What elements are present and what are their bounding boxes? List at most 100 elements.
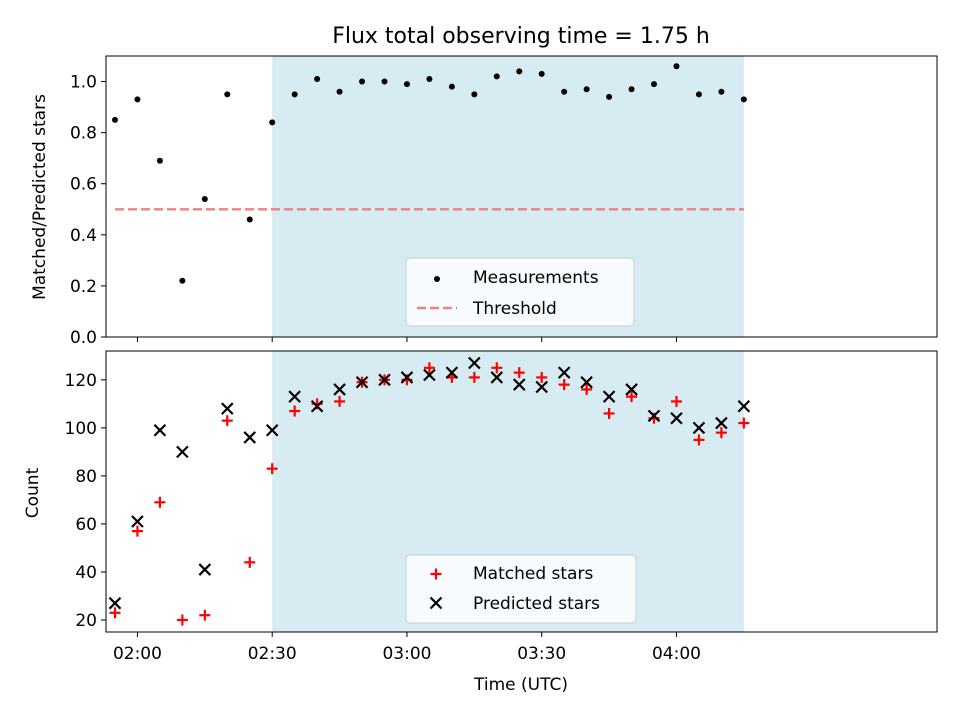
predicted-stars-point-14 (423, 368, 436, 382)
matched-stars-point-14 (423, 362, 435, 374)
measurements-point-11 (359, 78, 366, 85)
predicted-stars-point-11 (355, 375, 369, 389)
matched-stars-point-18 (513, 367, 525, 379)
measurements-point-17 (493, 73, 500, 80)
measurements-point-23 (628, 86, 635, 93)
matched-stars-point-17 (491, 362, 503, 374)
matched-stars-point-1 (131, 525, 143, 537)
matched-stars-point-6 (244, 556, 256, 568)
matched-stars-point-0 (109, 607, 121, 619)
bot-x-tick-label-3: 03:30 (517, 644, 566, 664)
top-x-axis-ticks (136, 337, 677, 342)
bot-y-tick-label-0: 20 (75, 611, 97, 631)
bottom-y-axis-label: Count (23, 467, 43, 518)
bot-y-tick-label-5: 120 (65, 371, 97, 391)
legend-label-measurements: Measurements (473, 268, 599, 288)
measurements-point-5 (224, 91, 231, 98)
predicted-stars-point-18 (512, 378, 526, 391)
measurements-point-24 (651, 81, 658, 88)
measurements-point-10 (336, 88, 343, 95)
measurements-point-14 (426, 75, 433, 82)
predicted-stars-point-4 (198, 563, 212, 576)
predicted-stars-point-17 (490, 371, 504, 384)
top-y-tick-label-5: 1.0 (70, 73, 97, 93)
legend-label-threshold: Threshold (472, 299, 557, 319)
bottom-legend: Matched stars Predicted stars (405, 554, 637, 624)
bot-x-tick-label-2: 03:00 (382, 644, 431, 664)
predicted-stars-point-10 (333, 383, 346, 396)
bot-y-tick-label-2: 60 (75, 515, 97, 535)
measurements-point-6 (246, 216, 253, 223)
predicted-stars-point-2 (153, 423, 167, 437)
matched-stars-point-22 (603, 407, 615, 419)
matched-stars-point-27 (715, 427, 727, 439)
measurements-point-8 (291, 91, 298, 98)
measurements-point-20 (561, 88, 568, 95)
predicted-stars-point-15 (445, 366, 459, 379)
measurements-point-2 (156, 157, 163, 164)
bottom-y-axis-ticks: 20 40 60 80 100 120 (65, 371, 106, 631)
measurements-point-1 (134, 96, 141, 103)
matched-stars-point-2 (154, 496, 166, 508)
predicted-stars-point-7 (265, 423, 279, 437)
figure-title: Flux total observing time = 1.75 h (332, 24, 710, 49)
predicted-stars-point-5 (221, 402, 234, 415)
predicted-stars-point-8 (288, 390, 301, 403)
top-legend: Measurements Threshold (405, 257, 635, 327)
predicted-stars-point-21 (580, 375, 593, 389)
predicted-stars-point-23 (625, 383, 638, 396)
bottom-panel: 20 40 60 80 100 120 02:00 02:30 03:00 03:30 04:00… (23, 350, 938, 695)
measurements-point-15 (448, 83, 455, 90)
top-y-tick-label-1: 0.2 (70, 277, 97, 297)
predicted-stars-point-1 (131, 515, 144, 528)
matched-stars-point-8 (289, 405, 301, 417)
measurements-point-0 (111, 116, 118, 123)
predicted-stars-point-27 (715, 416, 728, 430)
measurements-point-28 (740, 96, 747, 103)
predicted-stars-point-12 (378, 373, 391, 387)
matched-stars-point-5 (221, 415, 233, 427)
measurements-point-27 (718, 88, 725, 95)
bottom-x-axis-ticks: 02:00 02:30 03:00 03:30 04:00 (113, 632, 701, 664)
matched-stars-point-19 (536, 371, 548, 383)
measurements-point-9 (314, 75, 321, 82)
matched-stars-point-4 (199, 609, 211, 621)
matched-stars-point-7 (266, 463, 278, 475)
bot-y-tick-label-3: 80 (75, 467, 97, 487)
measurements-point-18 (516, 68, 523, 75)
measurements-point-22 (606, 93, 613, 100)
predicted-stars-point-25 (670, 411, 683, 425)
bot-x-tick-label-1: 02:30 (248, 644, 297, 664)
matched-stars-point-20 (558, 379, 570, 391)
measurements-point-16 (471, 91, 478, 98)
measurements-point-4 (201, 196, 208, 203)
predicted-stars-point-16 (468, 356, 481, 370)
predicted-stars-point-3 (176, 445, 189, 459)
bottom-legend-box (405, 554, 637, 624)
predicted-stars-point-28 (737, 399, 751, 413)
top-axes-frame (105, 55, 938, 338)
measurements-point-13 (403, 81, 410, 88)
predicted-stars-point-24 (647, 409, 661, 423)
predicted-stars-point-0 (108, 596, 122, 610)
legend-marker-measurements (434, 276, 440, 282)
bottom-axes-frame (105, 350, 938, 633)
measurements-point-19 (538, 70, 545, 77)
predicted-stars-point-13 (400, 371, 414, 384)
legend-marker-predicted (429, 596, 443, 610)
top-y-tick-label-0: 0.0 (70, 328, 97, 348)
x-axis-label: Time (UTC) (473, 675, 568, 695)
legend-label-matched: Matched stars (473, 564, 593, 584)
measurements-point-25 (673, 63, 680, 70)
legend-label-predicted: Predicted stars (473, 594, 600, 614)
top-y-axis-label: Matched/Predicted stars (30, 94, 50, 300)
measurements-point-21 (583, 86, 590, 93)
bot-y-tick-label-4: 100 (65, 419, 97, 439)
bot-x-tick-label-4: 04:00 (652, 644, 701, 664)
top-plot-marks (111, 63, 747, 284)
bot-y-tick-label-1: 40 (75, 563, 97, 583)
matched-stars-point-10 (334, 395, 346, 407)
top-legend-box (405, 257, 635, 327)
predicted-stars-point-19 (535, 380, 548, 394)
